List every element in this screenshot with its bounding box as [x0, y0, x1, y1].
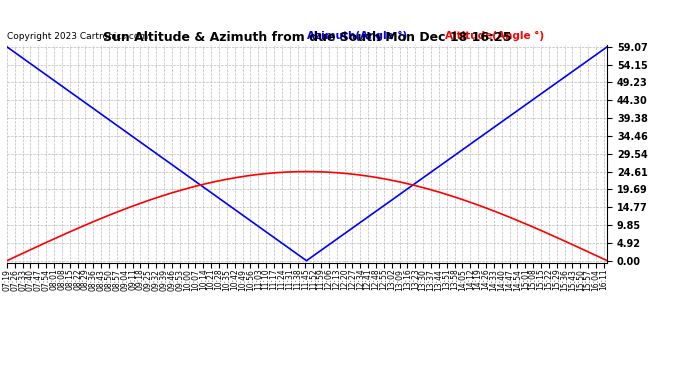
Text: Altitude(Angle °): Altitude(Angle °)	[445, 31, 544, 40]
Title: Sun Altitude & Azimuth from due South Mon Dec 18 16:25: Sun Altitude & Azimuth from due South Mo…	[103, 31, 511, 44]
Text: Copyright 2023 Cartronics.com: Copyright 2023 Cartronics.com	[7, 32, 148, 40]
Text: Azimuth(Angle °): Azimuth(Angle °)	[307, 31, 407, 40]
